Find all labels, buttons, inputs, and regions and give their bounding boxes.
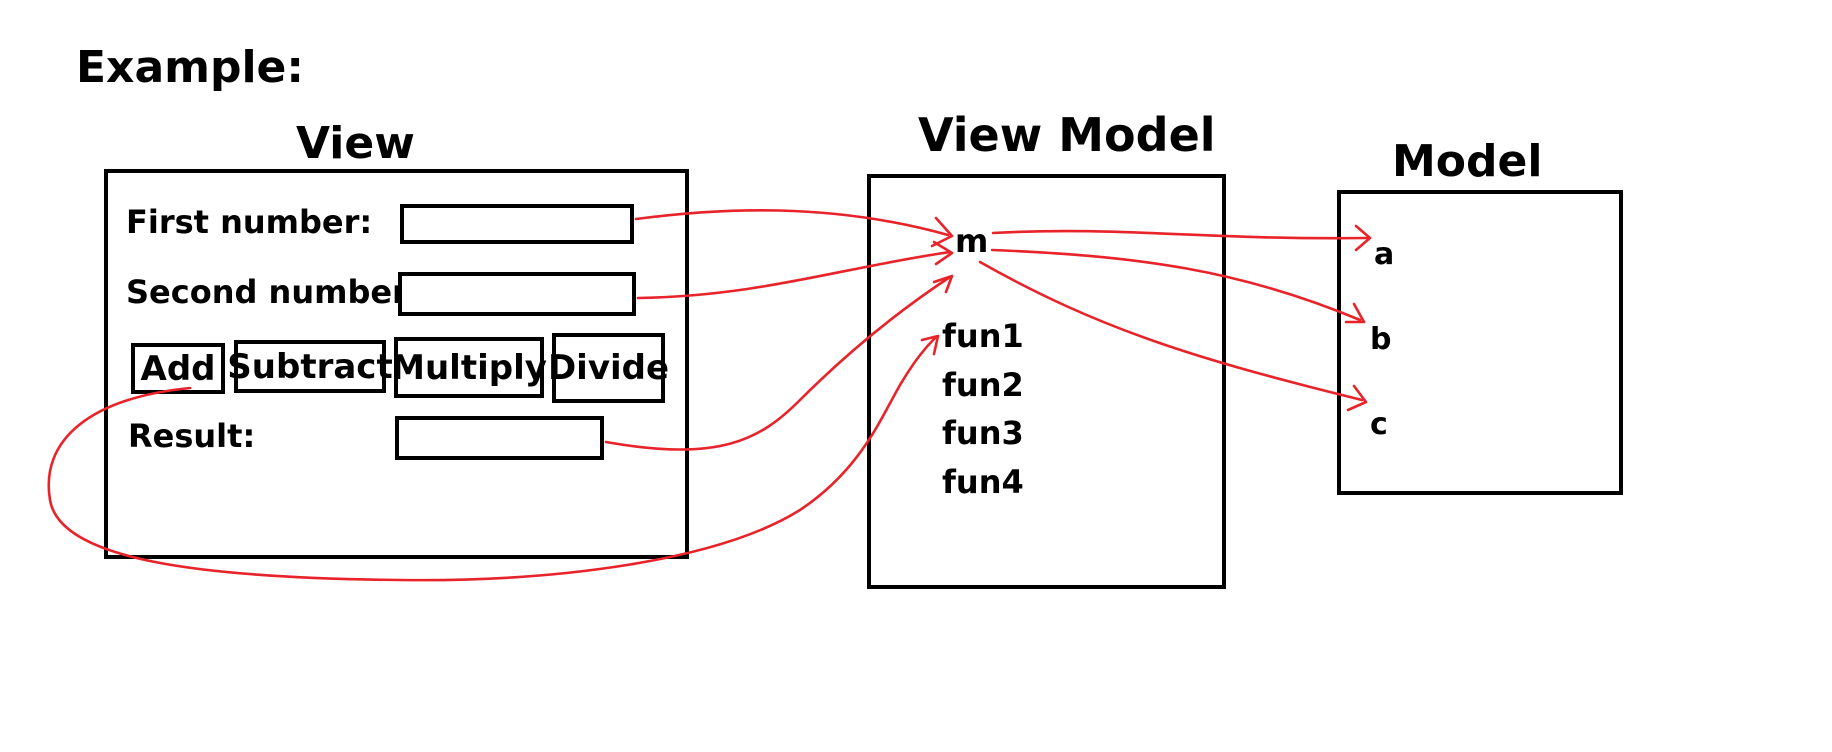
arrow-second-input-to-m <box>636 250 952 300</box>
add-button[interactable]: Add <box>131 343 225 394</box>
arrow-head <box>930 216 954 248</box>
view-model-title: View Model <box>918 108 1216 162</box>
arrow-m-to-b <box>990 248 1362 322</box>
result-output[interactable] <box>395 416 604 460</box>
arrow-first-input-to-m <box>634 208 950 237</box>
view-model-function: fun4 <box>942 463 1024 501</box>
view-title: View <box>296 118 415 169</box>
first-number-input[interactable] <box>400 204 634 244</box>
arrow-head <box>1346 384 1368 412</box>
first-number-label: First number: <box>126 203 373 241</box>
view-model-function: fun3 <box>942 414 1024 452</box>
model-panel <box>1337 190 1623 495</box>
model-field-a: a <box>1374 237 1395 272</box>
arrow-result-to-m <box>604 275 952 451</box>
subtract-button[interactable]: Subtract <box>227 340 393 393</box>
result-label: Result: <box>128 417 256 455</box>
arrow-head <box>1344 302 1366 324</box>
model-field-b: b <box>1370 322 1392 357</box>
view-model-function: fun2 <box>942 366 1024 404</box>
second-number-input[interactable] <box>398 272 636 316</box>
view-panel <box>104 169 689 559</box>
divide-button[interactable]: Divide <box>548 333 669 403</box>
diagram-heading: Example: <box>76 42 304 93</box>
model-title: Model <box>1392 136 1543 187</box>
multiply-button[interactable]: Multiply <box>391 337 547 398</box>
view-model-function: fun1 <box>942 317 1024 355</box>
arrow-head <box>932 274 954 294</box>
arrow-m-to-a <box>991 229 1370 240</box>
arrow-head <box>920 334 940 356</box>
arrow-head <box>1354 224 1372 252</box>
second-number-label: Second number: <box>126 273 421 311</box>
arrow-add-to-fun1 <box>47 336 937 582</box>
view-model-property-m: m <box>955 222 989 260</box>
arrow-m-to-c <box>978 260 1364 402</box>
model-field-c: c <box>1370 407 1388 442</box>
arrow-head <box>932 240 954 266</box>
view-model-panel <box>867 174 1226 589</box>
